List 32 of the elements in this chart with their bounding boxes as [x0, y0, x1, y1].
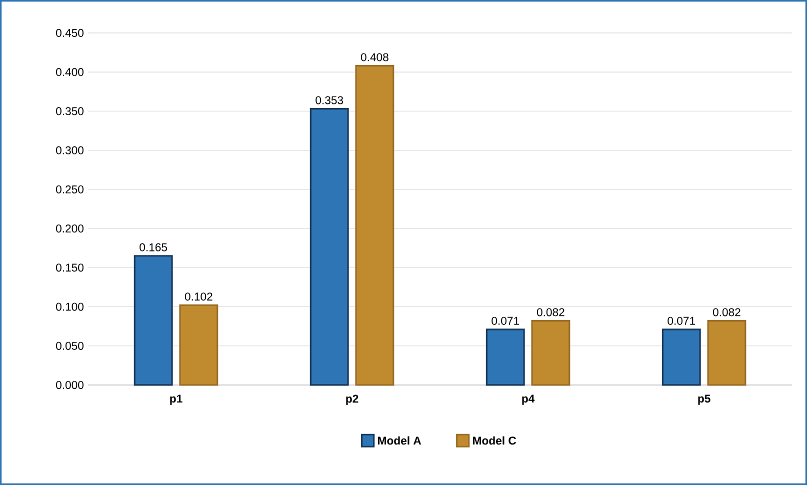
x-tick-label: p4: [522, 394, 535, 405]
legend-label: Model C: [473, 436, 516, 445]
bar: [179, 304, 218, 386]
bar: [310, 108, 349, 386]
bar: [707, 320, 746, 386]
data-label: 0.353: [316, 96, 344, 104]
data-label: 0.165: [140, 243, 168, 252]
bar: [486, 328, 525, 386]
y-tick-label: 0.200: [56, 224, 84, 233]
y-tick-label: 0.250: [56, 185, 84, 194]
data-label: 0.408: [360, 53, 388, 62]
y-tick-label: 0.450: [56, 28, 84, 37]
y-tick-label: 0.100: [56, 302, 84, 311]
x-tick-label: p2: [346, 394, 358, 405]
y-tick-label: 0.350: [56, 107, 84, 116]
bar: [355, 65, 394, 386]
data-label: 0.071: [668, 316, 696, 325]
data-label: 0.082: [712, 308, 740, 316]
data-label: 0.071: [492, 316, 519, 325]
bar: [531, 320, 570, 386]
y-tick-label: 0.300: [56, 146, 84, 154]
x-tick-label: p1: [170, 394, 182, 405]
data-label: 0.102: [184, 292, 212, 301]
data-label: 0.082: [536, 308, 564, 316]
bar: [134, 255, 173, 386]
legend-label: Model A: [378, 436, 422, 445]
bar: [662, 328, 701, 386]
y-tick-label: 0.050: [56, 342, 84, 350]
y-tick-label: 0.150: [56, 264, 84, 272]
y-tick-label: 0.400: [56, 68, 84, 76]
y-tick-label: 0.000: [56, 380, 84, 389]
x-tick-label: p5: [698, 394, 710, 405]
